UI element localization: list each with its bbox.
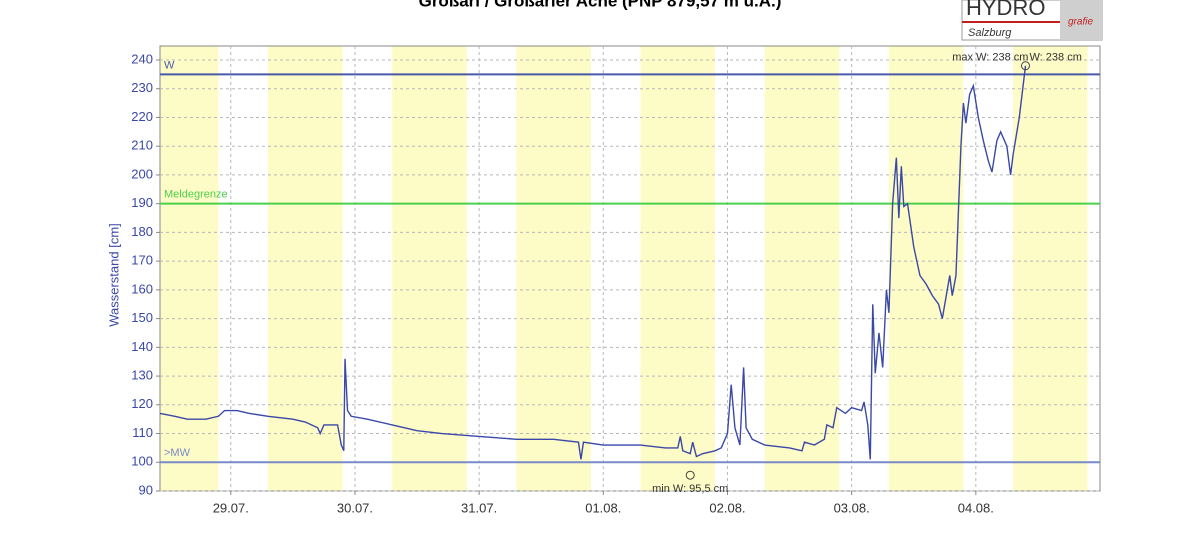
x-tick-label: 02.08.	[709, 500, 745, 515]
day-band	[640, 46, 716, 491]
annotation-marker	[685, 470, 695, 480]
x-tick-label: 01.08.	[585, 500, 621, 515]
x-tick-label: 03.08.	[834, 500, 870, 515]
y-axis-label: Wasserstand [cm]	[106, 223, 121, 327]
y-tick-label: 220	[131, 109, 153, 124]
day-band	[392, 46, 467, 491]
water-level-line	[159, 65, 1027, 460]
annotation-label: max W: 238 cm	[952, 52, 1028, 64]
y-tick-label: 190	[131, 195, 153, 210]
y-tick-label: 100	[131, 454, 153, 469]
day-band	[888, 46, 964, 491]
logo-block	[1060, 0, 1102, 40]
reference-label: >MW	[164, 447, 191, 459]
chart-title: Großarl / Großarler Ache (PNP 879,57 m ü…	[419, 0, 782, 10]
y-tick-label: 210	[131, 138, 153, 153]
y-tick-label: 160	[131, 281, 153, 296]
reference-label: Meldegrenze	[164, 189, 228, 201]
logo-text: HYDRO	[966, 0, 1045, 20]
y-tick-label: 130	[131, 368, 153, 383]
x-tick-label: 04.08.	[958, 500, 994, 515]
annotation-label: min W: 95,5 cm	[652, 483, 728, 495]
y-tick-label: 170	[131, 253, 153, 268]
y-tick-label: 110	[132, 425, 153, 440]
y-tick-label: 150	[131, 310, 153, 325]
y-tick-label: 180	[131, 224, 153, 239]
day-band	[516, 46, 591, 491]
y-tick-label: 230	[131, 80, 153, 95]
annotation-marker	[1020, 61, 1030, 71]
day-band	[764, 46, 840, 491]
x-tick-label: 30.07.	[337, 500, 373, 515]
day-band	[268, 46, 343, 491]
y-tick-label: 90	[139, 482, 153, 497]
annotation-label: W: 238 cm	[1029, 52, 1081, 64]
reference-label: W	[164, 59, 175, 71]
logo-sub: grafie	[1068, 17, 1093, 28]
y-tick-label: 240	[131, 51, 153, 66]
x-tick-label: 29.07.	[213, 500, 249, 515]
day-band	[160, 46, 219, 491]
x-tick-label: 31.07.	[461, 500, 497, 515]
y-tick-label: 120	[131, 396, 153, 411]
logo: HYDRO grafie Salzburg	[961, 0, 1103, 41]
y-tick-label: 200	[131, 166, 153, 181]
y-tick-label: 140	[131, 339, 153, 354]
day-band	[1013, 46, 1088, 491]
logo-region: Salzburg	[968, 27, 1012, 39]
